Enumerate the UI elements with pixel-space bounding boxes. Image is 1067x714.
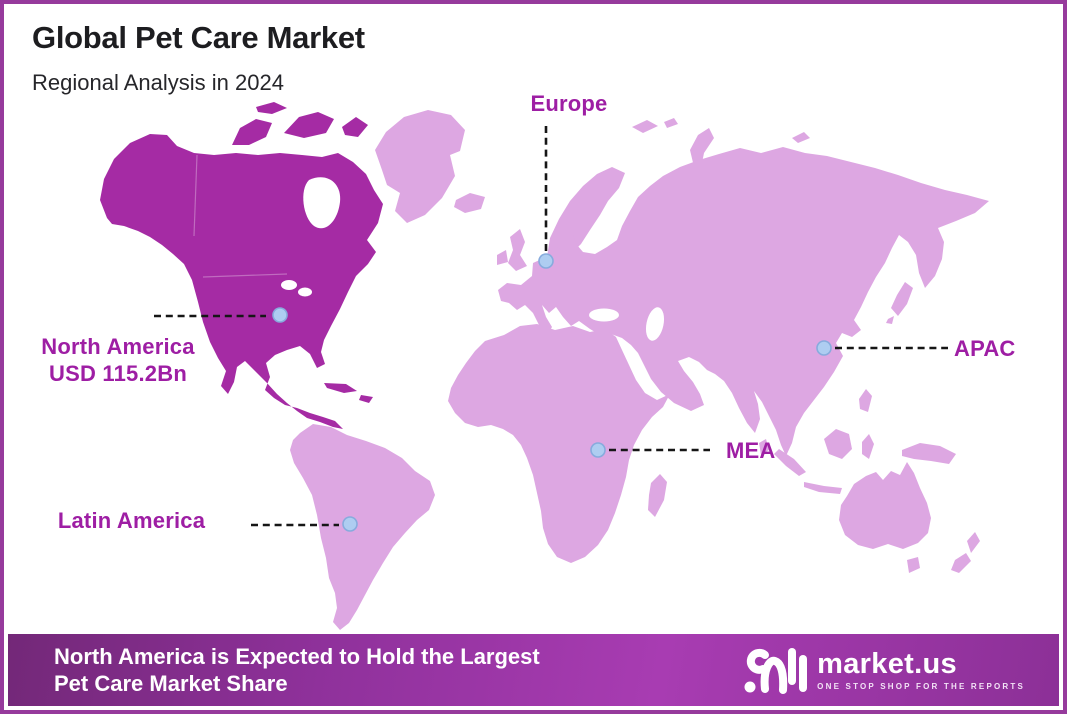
label-mea: MEA bbox=[726, 438, 776, 463]
map-light-regions bbox=[290, 110, 989, 630]
landmass-south-america bbox=[290, 424, 435, 630]
landmass-ireland bbox=[497, 250, 508, 265]
label-north-america: North America USD 115.2Bn bbox=[18, 333, 218, 387]
landmass-australia bbox=[839, 462, 931, 549]
landmass-arctic-canada-1 bbox=[232, 119, 272, 145]
marker-apac bbox=[816, 340, 832, 356]
marker-europe bbox=[538, 253, 554, 269]
landmass-severnaya bbox=[792, 132, 810, 143]
landmass-madagascar bbox=[648, 474, 667, 517]
page-subtitle: Regional Analysis in 2024 bbox=[32, 70, 284, 95]
internal-borders bbox=[193, 154, 288, 278]
landmass-japan-south bbox=[886, 316, 894, 324]
marker-north-america bbox=[272, 307, 288, 323]
brand-tagline: ONE STOP SHOP FOR THE REPORTS bbox=[817, 681, 1025, 691]
hudson-bay bbox=[303, 177, 341, 229]
landmass-japan bbox=[891, 282, 913, 316]
footer-note-line1: North America is Expected to Hold the La… bbox=[54, 644, 540, 669]
page-title: Global Pet Care Market bbox=[32, 20, 365, 55]
label-europe: Europe bbox=[530, 91, 608, 116]
marker-latin-america bbox=[342, 516, 358, 532]
footer-note-line2: Pet Care Market Share bbox=[54, 671, 288, 696]
landmass-uk bbox=[508, 229, 527, 271]
landmass-borneo bbox=[824, 429, 852, 459]
landmass-new-guinea bbox=[902, 443, 956, 464]
landmass-sumatra bbox=[774, 449, 806, 476]
label-north-america-value: USD 115.2Bn bbox=[49, 361, 187, 386]
black-sea bbox=[589, 308, 619, 322]
landmass-philippines bbox=[859, 389, 872, 412]
caspian-sea bbox=[645, 307, 665, 341]
world-map bbox=[100, 102, 989, 630]
map-water-details bbox=[281, 177, 665, 341]
landmass-sulawesi bbox=[862, 434, 874, 459]
landmass-arctic-canada-4 bbox=[256, 102, 287, 114]
landmass-arctic-canada-3 bbox=[342, 117, 368, 137]
great-lake-1 bbox=[281, 280, 297, 290]
landmass-java bbox=[804, 482, 842, 494]
marker-mea bbox=[590, 442, 606, 458]
label-apac: APAC bbox=[954, 336, 1016, 361]
landmass-arctic-isle bbox=[664, 118, 678, 128]
landmass-nz-south bbox=[951, 553, 971, 573]
brand-text: market.us ONE STOP SHOP FOR THE REPORTS bbox=[817, 647, 1025, 691]
footer-note: North America is Expected to Hold the La… bbox=[8, 643, 540, 697]
header: Global Pet Care Market Regional Analysis… bbox=[32, 20, 365, 96]
landmass-scandinavia bbox=[547, 167, 625, 265]
landmass-greenland bbox=[375, 110, 465, 223]
landmass-novaya-zemlya bbox=[690, 128, 714, 168]
landmass-tasmania bbox=[907, 557, 920, 573]
landmass-sri-lanka bbox=[759, 439, 769, 455]
landmass-arctic-canada-2 bbox=[284, 112, 334, 138]
landmass-eurasia bbox=[498, 147, 989, 456]
landmass-hispaniola bbox=[359, 395, 373, 403]
region-markers bbox=[272, 253, 832, 532]
landmass-iceland bbox=[454, 193, 485, 213]
footer-banner: North America is Expected to Hold the La… bbox=[8, 634, 1059, 706]
label-latin-america: Latin America bbox=[57, 508, 206, 533]
leader-lines bbox=[154, 126, 948, 527]
great-lake-2 bbox=[298, 287, 312, 297]
landmass-cuba bbox=[324, 383, 357, 393]
marketus-logo-icon bbox=[744, 648, 808, 694]
landmass-nz-north bbox=[967, 532, 980, 553]
brand-block: market.us ONE STOP SHOP FOR THE REPORTS bbox=[743, 643, 1059, 697]
landmass-africa bbox=[448, 324, 670, 563]
landmass-svalbard bbox=[632, 120, 658, 133]
label-north-america-name: North America bbox=[41, 334, 195, 359]
brand-name: market.us bbox=[817, 647, 957, 680]
